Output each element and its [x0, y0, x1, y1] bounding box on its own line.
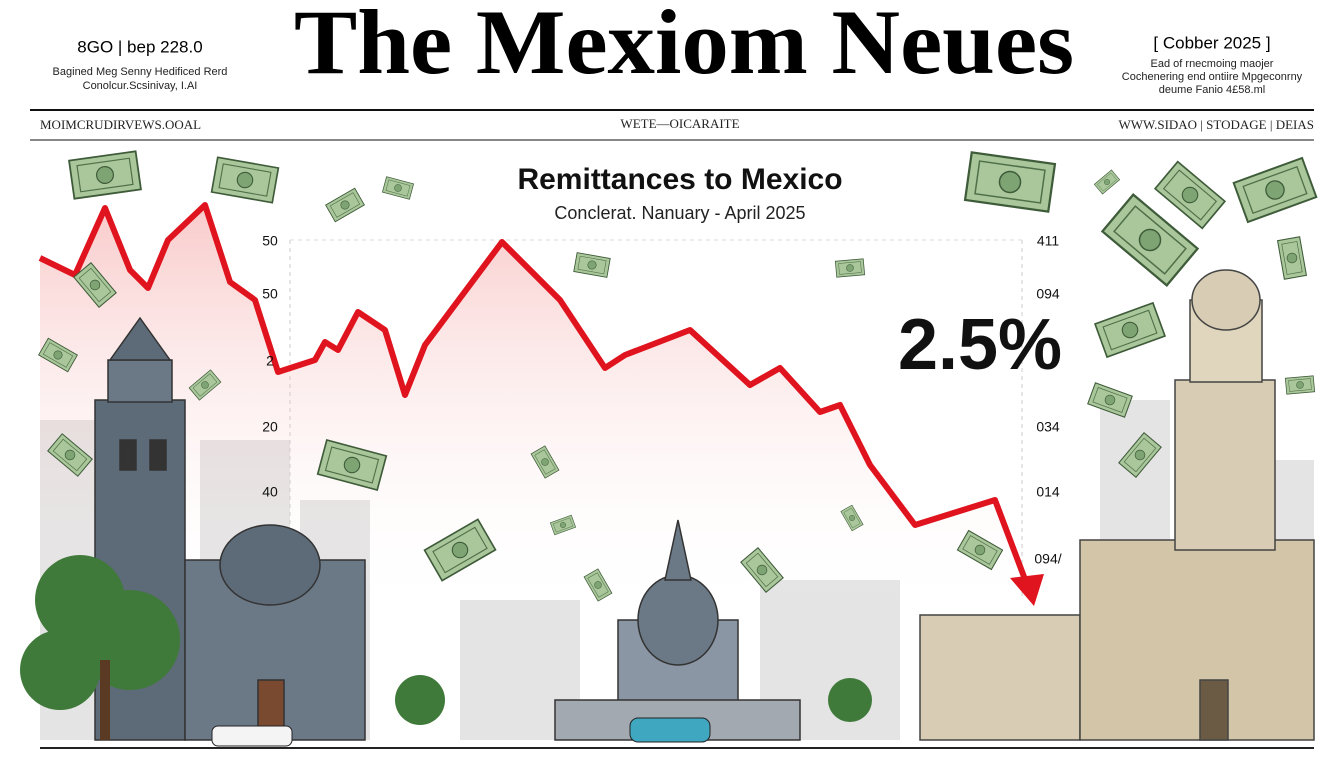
left-tick-label: 40 — [262, 484, 278, 500]
chart-title: Remittances to Mexico — [517, 163, 842, 196]
car — [211, 725, 293, 747]
nav-left: MOIMCRUDIRVEWS.OOAL — [40, 117, 201, 132]
dome-center — [554, 519, 801, 741]
nav-center: WETE—OICARAITE — [620, 116, 739, 131]
left-tick-label: 50 — [262, 233, 278, 249]
masthead-left-1: 8GO | bep 228.0 — [77, 37, 202, 56]
left-tick-label: 50 — [262, 286, 278, 302]
masthead-left-3: Conolcur.Scsinivay, I.AI — [83, 80, 198, 92]
highlight: 2.5% — [898, 305, 1062, 385]
masthead-right-2: Ead of rnecmoing maojer — [1151, 58, 1274, 70]
left-tick-label: 2 — [266, 353, 274, 369]
trees — [20, 555, 872, 740]
masthead-title: The Mexiom Neues — [294, 0, 1074, 93]
masthead-right-1: [ Cobber 2025 ] — [1153, 33, 1270, 52]
trend-line — [38, 202, 1029, 584]
right-tick-label: 094 — [1036, 286, 1060, 302]
car — [629, 717, 711, 743]
right-tick-label: 034 — [1036, 419, 1060, 435]
masthead-right-4: deume Fanio 4£58.ml — [1159, 84, 1265, 96]
masthead-left-2: Bagined Meg Senny Hedificed Rerd — [53, 66, 228, 78]
left-tick-label: 20 — [262, 419, 278, 435]
palace-right — [919, 269, 1315, 741]
trend-arrow — [1010, 574, 1044, 606]
nav-right: WWW.SIDAO | STODAGE | DEIAS — [1118, 117, 1314, 132]
trend-area — [40, 205, 1030, 620]
masthead-right-3: Cochenering end ontiire Mpgeconrny — [1122, 71, 1303, 83]
right-tick-label: 014 — [1036, 484, 1060, 500]
right-tick-label: 094/ — [1034, 551, 1061, 567]
chart-subtitle: Conclerat. Nanuary - April 2025 — [554, 203, 805, 223]
right-tick-label: 411 — [1037, 233, 1060, 249]
